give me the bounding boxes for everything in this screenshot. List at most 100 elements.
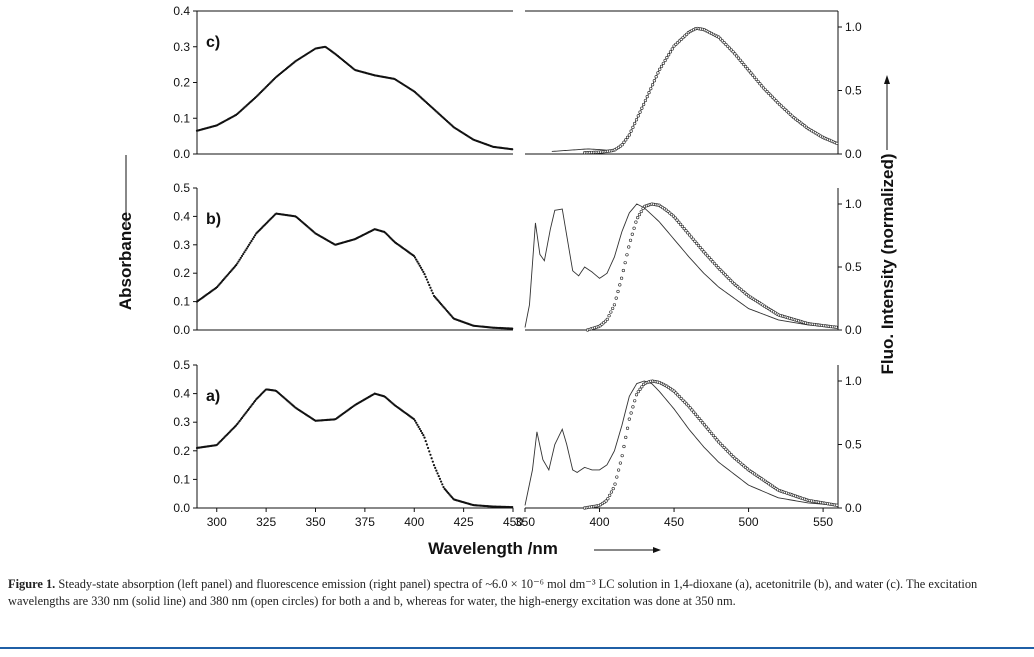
- absorbance-tick-label: 0.4: [173, 209, 190, 223]
- emission-x-tick-label: 450: [664, 515, 684, 529]
- absorption-point: [240, 416, 244, 419]
- absorption-point: [511, 148, 514, 151]
- absorption-point: [424, 275, 427, 278]
- emission-circle-point: [731, 50, 735, 54]
- emission-circle-point: [672, 389, 676, 393]
- emission-circle-point: [625, 426, 630, 430]
- panel-label: b): [206, 211, 221, 228]
- caption-text: Steady-state absorption (left panel) and…: [8, 577, 978, 608]
- emission-circle-point: [684, 402, 689, 406]
- emission-circle-point: [663, 58, 667, 63]
- emission-circle-point: [711, 260, 715, 264]
- emission-circle-point: [625, 135, 630, 139]
- emission-circle-point: [705, 254, 710, 258]
- emission-circle-point: [680, 224, 684, 229]
- emission-circle-point: [623, 261, 627, 265]
- emission-circle-point: [834, 325, 838, 329]
- fluorescence-arrow-head: [884, 75, 890, 84]
- absorption-point: [415, 258, 418, 261]
- absorbance-tick-label: 0.0: [173, 501, 190, 515]
- wavelength-arrow-head: [653, 547, 661, 553]
- emission-circle-point: [605, 317, 609, 321]
- emission-circle-point: [686, 404, 690, 408]
- panel-label: c): [206, 34, 220, 51]
- absorption-point: [239, 256, 242, 259]
- emission-circle-point: [676, 393, 680, 397]
- emission-circle-point: [616, 468, 621, 472]
- absorption-point: [252, 401, 255, 404]
- emission-circle-point: [665, 56, 669, 60]
- emission-circle-point: [667, 53, 671, 57]
- absorption-point: [413, 256, 417, 259]
- panel-label: a): [206, 388, 220, 405]
- emission-circle-point: [618, 283, 622, 287]
- absorption-point: [419, 266, 423, 269]
- fluorescence-tick-label: 0.0: [845, 147, 862, 161]
- absorption-point: [244, 249, 247, 252]
- absorption-point: [245, 410, 248, 413]
- absorbance-tick-label: 0.5: [173, 358, 190, 372]
- emission-circle-point: [684, 229, 688, 233]
- absorption-point: [240, 254, 244, 258]
- emission-circle-point: [726, 449, 730, 453]
- emission-circle-point: [689, 235, 693, 239]
- absorption-point: [242, 415, 245, 418]
- emission-circle-point: [751, 73, 755, 77]
- emission-circle-point: [713, 436, 717, 440]
- absorption-point: [416, 260, 419, 263]
- fluorescence-tick-label: 0.5: [845, 84, 862, 98]
- fluorescence-tick-label: 1.0: [845, 197, 862, 211]
- emission-circle-point: [701, 421, 705, 425]
- emission-circle-point: [624, 435, 628, 439]
- absorption-point: [436, 472, 439, 475]
- absorption-point: [441, 483, 444, 486]
- absorption-point: [429, 286, 432, 289]
- emission-circle-point: [720, 39, 724, 43]
- absorption-point: [415, 421, 418, 424]
- emission-circle-point: [631, 125, 635, 129]
- emission-circle-point: [611, 487, 615, 491]
- emission-circle-point: [704, 252, 708, 256]
- emission-circle-point: [725, 275, 729, 279]
- emission-circle-point: [611, 306, 615, 311]
- emission-circle-point: [742, 62, 746, 67]
- emission-circle-point: [670, 47, 674, 51]
- emission-circle-point: [674, 391, 678, 395]
- emission-circle-point: [630, 232, 634, 236]
- emission-solid-line: [524, 380, 839, 506]
- absorption-point: [246, 409, 250, 412]
- absorption-point: [251, 402, 254, 406]
- absorption-point: [238, 419, 241, 423]
- emission-circle-point: [625, 253, 629, 257]
- emission-circle-point: [614, 296, 618, 300]
- absorption-point: [421, 268, 424, 271]
- emission-circle-point: [687, 233, 692, 237]
- emission-circle-point: [729, 453, 733, 457]
- emission-x-tick-label: 500: [739, 515, 759, 529]
- absorbance-tick-label: 0.2: [173, 444, 190, 458]
- absorption-point: [248, 243, 251, 246]
- emission-circle-point: [717, 35, 721, 39]
- fluorescence-tick-label: 0.0: [845, 323, 862, 337]
- emission-circle-point: [682, 227, 686, 231]
- absorption-point: [236, 262, 239, 265]
- emission-circle-point: [714, 264, 718, 268]
- absorption-point: [243, 251, 246, 254]
- emission-circle-point: [695, 414, 699, 418]
- emission-circle-point: [749, 71, 753, 75]
- absorption-point: [419, 429, 423, 433]
- absorption-x-tick-label: 400: [404, 515, 424, 529]
- emission-circle-point: [720, 444, 724, 448]
- emission-circle-point: [618, 461, 622, 465]
- absorption-point: [428, 283, 431, 287]
- absorption-x-tick-label: 375: [355, 515, 375, 529]
- emission-circle-point: [640, 385, 644, 389]
- caption-rule: [0, 647, 1034, 649]
- absorption-point: [422, 270, 425, 273]
- emission-circle-point: [636, 114, 640, 118]
- emission-circle-point: [699, 419, 703, 423]
- emission-circle-point: [758, 82, 762, 86]
- absorption-point: [511, 327, 514, 330]
- absorption-point: [242, 252, 245, 256]
- absorbance-tick-label: 0.3: [173, 415, 190, 429]
